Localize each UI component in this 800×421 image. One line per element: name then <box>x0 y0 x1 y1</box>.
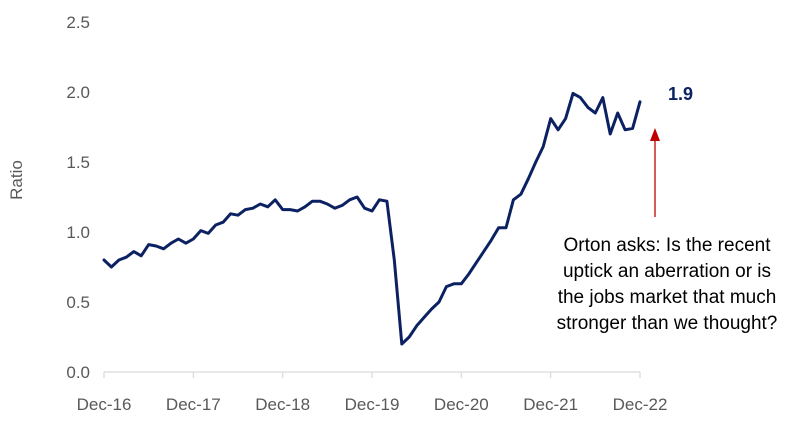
annotation-line-2: uptick an aberration or is <box>563 261 771 282</box>
y-axis-ticks: 0.0 0.5 1.0 1.5 2.0 2.5 <box>66 13 90 382</box>
y-tick-label: 2.0 <box>66 83 90 102</box>
x-tick-label: Dec-20 <box>434 395 489 414</box>
last-value-label: 1.9 <box>668 84 693 104</box>
y-tick-label: 1.0 <box>66 223 90 242</box>
y-tick-label: 1.5 <box>66 153 90 172</box>
annotation: Orton asks: Is the recent uptick an aber… <box>557 128 778 334</box>
series-layer <box>102 91 642 346</box>
y-tick-label: 0.0 <box>66 363 90 382</box>
annotation-arrowhead-icon <box>650 128 660 141</box>
x-tick-label: Dec-22 <box>613 395 668 414</box>
x-tick-label: Dec-17 <box>166 395 221 414</box>
x-tick-label: Dec-21 <box>523 395 578 414</box>
y-axis-title: Ratio <box>7 160 26 200</box>
annotation-line-4: stronger than we thought? <box>557 313 778 334</box>
annotation-line-1: Orton asks: Is the recent <box>564 235 772 256</box>
x-tick-label: Dec-19 <box>345 395 400 414</box>
x-axis-ticks: Dec-16 Dec-17 Dec-18 Dec-19 Dec-20 Dec-21 Dec-… <box>77 372 668 414</box>
y-tick-label: 2.5 <box>66 13 90 32</box>
x-tick-label: Dec-16 <box>77 395 132 414</box>
x-tick-label: Dec-18 <box>255 395 310 414</box>
annotation-line-3: the jobs market that much <box>558 287 777 308</box>
series-line <box>102 91 642 346</box>
y-tick-label: 0.5 <box>66 293 90 312</box>
